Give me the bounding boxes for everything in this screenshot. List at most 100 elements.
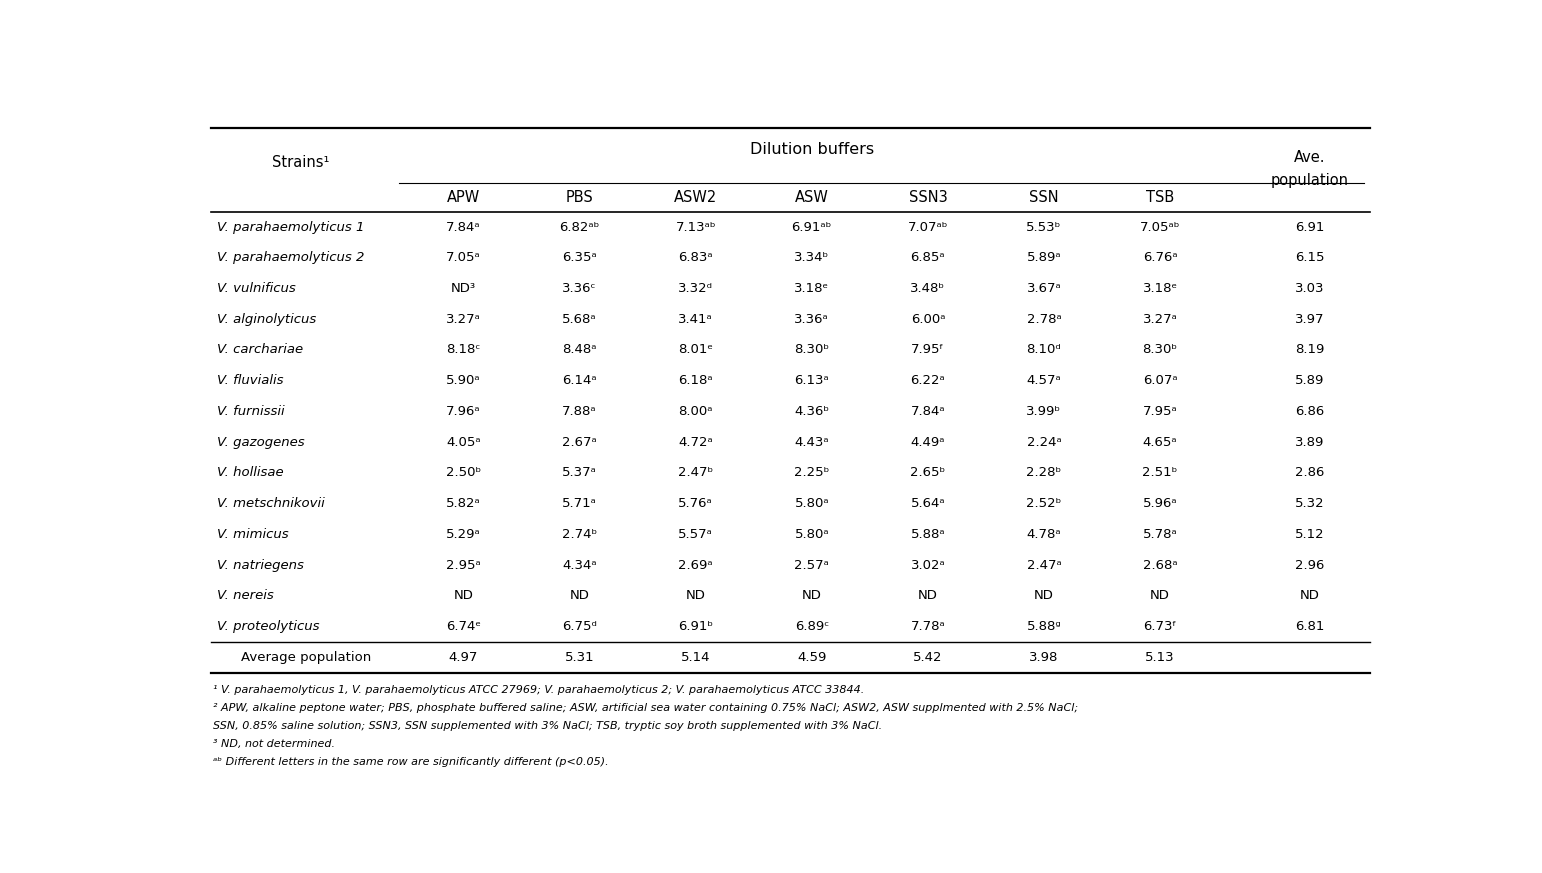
Text: 5.89: 5.89	[1295, 375, 1325, 388]
Text: SSN, 0.85% saline solution; SSN3, SSN supplemented with 3% NaCl; TSB, tryptic so: SSN, 0.85% saline solution; SSN3, SSN su…	[213, 721, 882, 732]
Text: 5.29ᵃ: 5.29ᵃ	[446, 528, 481, 541]
Text: 2.47ᵃ: 2.47ᵃ	[1027, 559, 1061, 572]
Text: 5.37ᵃ: 5.37ᵃ	[563, 466, 597, 479]
Text: 6.22ᵃ: 6.22ᵃ	[910, 375, 945, 388]
Text: ASW2: ASW2	[674, 190, 717, 205]
Text: 5.80ᵃ: 5.80ᵃ	[794, 528, 830, 541]
Text: 7.95ᵃ: 7.95ᵃ	[1143, 405, 1178, 418]
Text: 5.53ᵇ: 5.53ᵇ	[1027, 221, 1061, 233]
Text: 4.72ᵃ: 4.72ᵃ	[678, 436, 712, 449]
Text: 4.36ᵇ: 4.36ᵇ	[794, 405, 830, 418]
Text: 6.91: 6.91	[1295, 221, 1325, 233]
Text: 3.41ᵃ: 3.41ᵃ	[678, 313, 712, 326]
Text: ND: ND	[1150, 589, 1170, 602]
Text: V. parahaemolyticus 2: V. parahaemolyticus 2	[216, 251, 364, 265]
Text: 5.68ᵃ: 5.68ᵃ	[563, 313, 597, 326]
Text: 2.57ᵃ: 2.57ᵃ	[794, 559, 830, 572]
Text: 5.42: 5.42	[913, 651, 942, 663]
Text: ND³: ND³	[450, 282, 476, 295]
Text: ND: ND	[453, 589, 473, 602]
Text: V. parahaemolyticus 1: V. parahaemolyticus 1	[216, 221, 364, 233]
Text: ³ ND, not determined.: ³ ND, not determined.	[213, 739, 335, 749]
Text: ND: ND	[686, 589, 706, 602]
Text: 2.50ᵇ: 2.50ᵇ	[446, 466, 481, 479]
Text: 3.48ᵇ: 3.48ᵇ	[910, 282, 945, 295]
Text: ND: ND	[569, 589, 589, 602]
Text: V. alginolyticus: V. alginolyticus	[216, 313, 316, 326]
Text: TSB: TSB	[1146, 190, 1173, 205]
Text: 8.01ᵉ: 8.01ᵉ	[678, 343, 714, 356]
Text: 5.57ᵃ: 5.57ᵃ	[678, 528, 712, 541]
Text: 4.57ᵃ: 4.57ᵃ	[1027, 375, 1061, 388]
Text: 3.18ᵉ: 3.18ᵉ	[794, 282, 830, 295]
Text: 7.84ᵃ: 7.84ᵃ	[911, 405, 945, 418]
Text: 7.07ᵃᵇ: 7.07ᵃᵇ	[908, 221, 948, 233]
Text: Average population: Average population	[241, 651, 370, 663]
Text: 3.27ᵃ: 3.27ᵃ	[446, 313, 481, 326]
Text: 6.86: 6.86	[1295, 405, 1325, 418]
Text: 5.32: 5.32	[1295, 498, 1325, 510]
Text: 3.27ᵃ: 3.27ᵃ	[1143, 313, 1178, 326]
Text: 5.64ᵃ: 5.64ᵃ	[911, 498, 945, 510]
Text: 6.81: 6.81	[1295, 620, 1325, 633]
Text: 5.78ᵃ: 5.78ᵃ	[1143, 528, 1178, 541]
Text: 5.90ᵃ: 5.90ᵃ	[446, 375, 481, 388]
Text: 3.98: 3.98	[1029, 651, 1059, 663]
Text: ² APW, alkaline peptone water; PBS, phosphate buffered saline; ASW, artificial s: ² APW, alkaline peptone water; PBS, phos…	[213, 703, 1078, 713]
Text: 3.89: 3.89	[1295, 436, 1325, 449]
Text: Dilution buffers: Dilution buffers	[749, 141, 874, 157]
Text: 5.88ᵃ: 5.88ᵃ	[911, 528, 945, 541]
Text: 8.00ᵃ: 8.00ᵃ	[678, 405, 712, 418]
Text: 8.30ᵇ: 8.30ᵇ	[1143, 343, 1178, 356]
Text: 2.68ᵃ: 2.68ᵃ	[1143, 559, 1178, 572]
Text: 2.51ᵇ: 2.51ᵇ	[1143, 466, 1178, 479]
Text: 5.31: 5.31	[564, 651, 594, 663]
Text: SSN: SSN	[1029, 190, 1059, 205]
Text: 2.67ᵃ: 2.67ᵃ	[563, 436, 597, 449]
Text: PBS: PBS	[566, 190, 594, 205]
Text: 8.19: 8.19	[1295, 343, 1325, 356]
Text: APW: APW	[447, 190, 480, 205]
Text: 3.99ᵇ: 3.99ᵇ	[1027, 405, 1061, 418]
Text: SSN3: SSN3	[908, 190, 947, 205]
Text: 3.36ᶜ: 3.36ᶜ	[563, 282, 597, 295]
Text: 5.13: 5.13	[1146, 651, 1175, 663]
Text: 6.74ᵉ: 6.74ᵉ	[446, 620, 481, 633]
Text: 7.05ᵃ: 7.05ᵃ	[446, 251, 481, 265]
Text: 5.12: 5.12	[1295, 528, 1325, 541]
Text: V. vulnificus: V. vulnificus	[216, 282, 296, 295]
Text: 6.89ᶜ: 6.89ᶜ	[794, 620, 830, 633]
Text: 5.89ᵃ: 5.89ᵃ	[1027, 251, 1061, 265]
Text: 2.95ᵃ: 2.95ᵃ	[446, 559, 481, 572]
Text: 2.28ᵇ: 2.28ᵇ	[1027, 466, 1061, 479]
Text: V. hollisae: V. hollisae	[216, 466, 284, 479]
Text: V. proteolyticus: V. proteolyticus	[216, 620, 319, 633]
Text: 5.88ᵍ: 5.88ᵍ	[1027, 620, 1061, 633]
Text: 8.18ᶜ: 8.18ᶜ	[446, 343, 481, 356]
Text: 2.74ᵇ: 2.74ᵇ	[561, 528, 597, 541]
Text: 2.69ᵃ: 2.69ᵃ	[678, 559, 712, 572]
Text: 6.91ᵇ: 6.91ᵇ	[678, 620, 714, 633]
Text: 7.95ᶠ: 7.95ᶠ	[911, 343, 945, 356]
Text: 2.96: 2.96	[1295, 559, 1325, 572]
Text: 5.14: 5.14	[682, 651, 711, 663]
Text: 4.05ᵃ: 4.05ᵃ	[446, 436, 481, 449]
Text: 6.83ᵃ: 6.83ᵃ	[678, 251, 712, 265]
Text: ASW: ASW	[794, 190, 828, 205]
Text: Ave.: Ave.	[1294, 150, 1326, 165]
Text: 4.49ᵃ: 4.49ᵃ	[911, 436, 945, 449]
Text: 6.85ᵃ: 6.85ᵃ	[911, 251, 945, 265]
Text: 4.34ᵃ: 4.34ᵃ	[563, 559, 597, 572]
Text: 5.80ᵃ: 5.80ᵃ	[794, 498, 830, 510]
Text: 6.82ᵃᵇ: 6.82ᵃᵇ	[560, 221, 600, 233]
Text: 7.88ᵃ: 7.88ᵃ	[563, 405, 597, 418]
Text: 7.84ᵃ: 7.84ᵃ	[446, 221, 481, 233]
Text: 3.02ᵃ: 3.02ᵃ	[910, 559, 945, 572]
Text: 3.03: 3.03	[1295, 282, 1325, 295]
Text: ND: ND	[917, 589, 938, 602]
Text: V. fluvialis: V. fluvialis	[216, 375, 284, 388]
Text: 2.78ᵃ: 2.78ᵃ	[1027, 313, 1061, 326]
Text: 3.18ᵉ: 3.18ᵉ	[1143, 282, 1178, 295]
Text: 2.65ᵇ: 2.65ᵇ	[910, 466, 945, 479]
Text: 6.75ᵈ: 6.75ᵈ	[563, 620, 597, 633]
